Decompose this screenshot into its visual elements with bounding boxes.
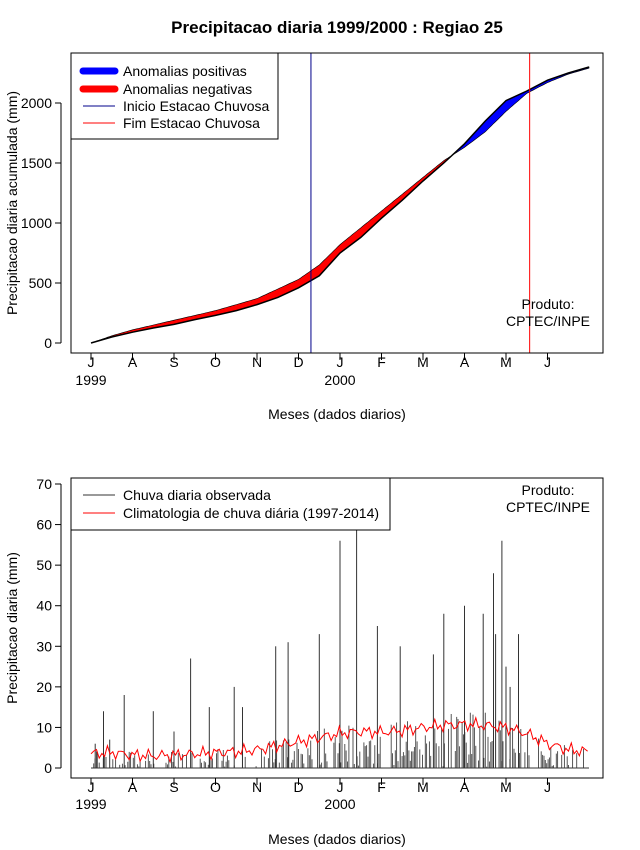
cumulative-y-axis: 0 500 1000 1500 2000 bbox=[21, 95, 62, 351]
y-tick-label: 20 bbox=[36, 679, 52, 695]
x-tick-label: O bbox=[210, 779, 221, 795]
x-tick-label: M bbox=[500, 354, 512, 370]
y-tick-label: 10 bbox=[36, 719, 52, 735]
cumulative-x-axis-label: Meses (dados diarios) bbox=[268, 406, 406, 422]
y-tick-label: 30 bbox=[36, 638, 52, 654]
legend-label-end: Fim Estacao Chuvosa bbox=[123, 115, 260, 131]
x-tick-label: M bbox=[500, 779, 512, 795]
x-tick-label: J bbox=[88, 779, 95, 795]
x-tick-label: J bbox=[337, 354, 344, 370]
cumulative-y-axis-label: Precipitacao diaria acumulada (mm) bbox=[4, 91, 20, 315]
x-tick-label: S bbox=[169, 779, 178, 795]
legend-label-climatology: Climatologia de chuva diária (1997-2014) bbox=[123, 505, 379, 521]
year-label: 1999 bbox=[75, 372, 106, 388]
x-tick-label: A bbox=[128, 779, 138, 795]
x-tick-label: N bbox=[252, 354, 262, 370]
observed-cumulative-line bbox=[90, 66, 590, 344]
y-tick-label: 60 bbox=[36, 517, 52, 533]
cumulative-credit-line1: Produto: bbox=[522, 296, 575, 312]
y-tick-label: 0 bbox=[44, 760, 52, 776]
year-label: 2000 bbox=[324, 372, 355, 388]
x-tick-label: N bbox=[252, 779, 262, 795]
cumulative-legend: Anomalias positivas Anomalias negativas … bbox=[70, 52, 279, 140]
chart-title: Precipitacao diaria 1999/2000 : Regiao 2… bbox=[171, 18, 503, 37]
negative-anomaly-area bbox=[92, 156, 451, 343]
cumulative-credit-line2: CPTEC/INPE bbox=[506, 313, 590, 329]
legend-label-negative: Anomalias negativas bbox=[123, 81, 252, 97]
x-tick-label: J bbox=[544, 354, 551, 370]
daily-legend-box bbox=[70, 477, 391, 531]
x-tick-label: O bbox=[210, 354, 221, 370]
positive-anomaly-area bbox=[451, 66, 590, 156]
legend-label-start: Inicio Estacao Chuvosa bbox=[123, 98, 270, 114]
daily-legend: Chuva diaria observada Climatologia de c… bbox=[70, 477, 391, 531]
year-label: 1999 bbox=[75, 796, 106, 812]
chart-cumulative: Precipitacao diaria 1999/2000 : Regiao 2… bbox=[4, 18, 604, 422]
year-label: 2000 bbox=[324, 796, 355, 812]
daily-y-axis-label: Precipitacao diaria (mm) bbox=[4, 552, 20, 704]
x-tick-label: A bbox=[460, 779, 470, 795]
x-tick-label: S bbox=[169, 354, 178, 370]
x-tick-label: M bbox=[417, 779, 429, 795]
x-tick-label: J bbox=[337, 779, 344, 795]
x-tick-label: D bbox=[293, 779, 303, 795]
cumulative-x-axis: J A S O N D J F M A M J 1999 2000 bbox=[75, 352, 551, 388]
y-tick-label: 0 bbox=[44, 335, 52, 351]
daily-credit-line1: Produto: bbox=[522, 482, 575, 498]
x-tick-label: F bbox=[377, 354, 386, 370]
y-tick-label: 40 bbox=[36, 598, 52, 614]
daily-x-axis-label: Meses (dados diarios) bbox=[268, 831, 406, 847]
legend-label-observed: Chuva diaria observada bbox=[123, 487, 271, 503]
cumulative-legend-box bbox=[70, 52, 279, 140]
y-tick-label: 2000 bbox=[21, 95, 52, 111]
y-tick-label: 1000 bbox=[21, 215, 52, 231]
y-tick-label: 1500 bbox=[21, 155, 52, 171]
y-tick-label: 500 bbox=[29, 275, 53, 291]
y-tick-label: 50 bbox=[36, 557, 52, 573]
x-tick-label: A bbox=[460, 354, 470, 370]
daily-credit-line2: CPTEC/INPE bbox=[506, 499, 590, 515]
x-tick-label: M bbox=[417, 354, 429, 370]
climatology-line bbox=[90, 716, 588, 764]
x-tick-label: A bbox=[128, 354, 138, 370]
cumulative-plot-area bbox=[90, 53, 590, 353]
x-tick-label: J bbox=[88, 354, 95, 370]
y-tick-label: 70 bbox=[36, 476, 52, 492]
x-tick-label: D bbox=[293, 354, 303, 370]
x-tick-label: J bbox=[544, 779, 551, 795]
daily-plot-area bbox=[90, 484, 589, 769]
daily-y-axis: 0 10 20 30 40 50 60 70 bbox=[36, 476, 62, 776]
legend-label-positive: Anomalias positivas bbox=[123, 63, 247, 79]
x-tick-label: F bbox=[377, 779, 386, 795]
